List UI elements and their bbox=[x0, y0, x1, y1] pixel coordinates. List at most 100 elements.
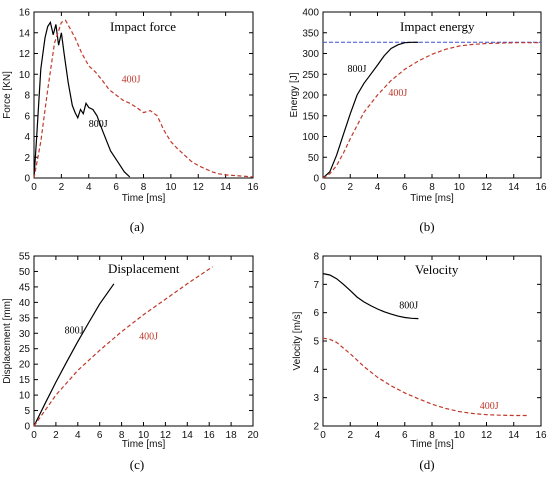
x-tick-label: 0 bbox=[31, 430, 37, 441]
y-tick-label: 4 bbox=[313, 365, 319, 376]
y-tick-label: 10 bbox=[19, 391, 31, 402]
x-tick-label: 2 bbox=[59, 182, 65, 193]
x-tick-label: 6 bbox=[113, 182, 119, 193]
x-tick-label: 10 bbox=[138, 430, 150, 441]
x-tick-label: 0 bbox=[31, 182, 37, 193]
panel-letter: (c) bbox=[130, 457, 144, 472]
x-tick-label: 14 bbox=[508, 182, 520, 193]
x-tick-label: 6 bbox=[402, 182, 408, 193]
y-tick-label: 6 bbox=[24, 111, 30, 122]
y-tick-label: 0 bbox=[313, 174, 319, 185]
y-tick-label: 7 bbox=[313, 280, 319, 291]
x-axis-label: Time [ms] bbox=[410, 439, 454, 450]
x-tick-label: 8 bbox=[429, 182, 435, 193]
y-tick-label: 2 bbox=[313, 422, 319, 433]
x-tick-label: 16 bbox=[535, 182, 547, 193]
y-tick-label: 25 bbox=[19, 344, 31, 355]
series-line-800j bbox=[33, 20, 131, 179]
y-tick-label: 0 bbox=[24, 174, 30, 185]
y-tick-label: 250 bbox=[302, 70, 319, 81]
y-tick-label: 150 bbox=[302, 111, 319, 122]
panel-letter: (b) bbox=[419, 219, 434, 234]
y-tick-label: 35 bbox=[19, 313, 31, 324]
y-tick-label: 5 bbox=[313, 337, 319, 348]
y-tick-label: 3 bbox=[313, 393, 319, 404]
y-tick-label: 14 bbox=[19, 28, 31, 39]
y-tick-label: 2 bbox=[24, 153, 30, 164]
x-tick-label: 0 bbox=[320, 182, 326, 193]
series-line-400j bbox=[33, 19, 254, 179]
x-tick-label: 4 bbox=[75, 430, 81, 441]
y-tick-label: 50 bbox=[308, 153, 320, 164]
series-label-800j: 800J bbox=[399, 300, 418, 311]
series-line-800j bbox=[33, 283, 115, 427]
chart-title: Velocity bbox=[415, 262, 459, 277]
x-tick-label: 14 bbox=[220, 182, 232, 193]
y-tick-label: 300 bbox=[302, 49, 319, 60]
plot-frame bbox=[322, 11, 542, 179]
panel-letter: (d) bbox=[419, 457, 434, 472]
series-line-800j bbox=[322, 41, 419, 179]
x-tick-label: 12 bbox=[481, 182, 493, 193]
series-label-800j: 800J bbox=[65, 325, 84, 336]
series-line-400j bbox=[322, 42, 541, 179]
x-tick-label: 14 bbox=[182, 430, 194, 441]
y-tick-label: 8 bbox=[24, 91, 30, 102]
y-tick-label: 8 bbox=[313, 252, 319, 263]
series-label-800j: 800J bbox=[348, 64, 367, 75]
y-tick-label: 55 bbox=[19, 252, 31, 263]
y-axis-label: Velocity [m/s] bbox=[292, 311, 303, 370]
x-tick-label: 16 bbox=[247, 182, 259, 193]
y-axis-label: Energy [J] bbox=[289, 72, 300, 117]
x-tick-label: 12 bbox=[481, 430, 493, 441]
x-tick-label: 2 bbox=[347, 182, 353, 193]
y-tick-label: 6 bbox=[313, 308, 319, 319]
y-tick-label: 40 bbox=[19, 298, 31, 309]
chart-panel-2: 0 2 4 6 8 10 12 14 16 0 50 100 150 200 250 300 350 400 Tim… bbox=[289, 8, 547, 235]
x-tick-label: 6 bbox=[97, 430, 103, 441]
y-tick-label: 16 bbox=[19, 8, 31, 19]
plot-frame bbox=[33, 11, 254, 179]
x-tick-label: 14 bbox=[508, 430, 520, 441]
chart-title: Impact force bbox=[110, 19, 176, 34]
y-tick-label: 12 bbox=[19, 49, 31, 60]
series-label-400j: 400J bbox=[388, 88, 407, 99]
y-tick-label: 5 bbox=[24, 406, 30, 417]
x-tick-label: 2 bbox=[53, 430, 59, 441]
chart-title: Impact energy bbox=[400, 19, 475, 34]
x-tick-label: 4 bbox=[86, 182, 92, 193]
x-axis-label: Time [ms] bbox=[122, 439, 166, 450]
x-tick-label: 20 bbox=[247, 430, 259, 441]
x-tick-label: 4 bbox=[375, 430, 381, 441]
x-tick-label: 16 bbox=[204, 430, 216, 441]
x-tick-label: 8 bbox=[429, 430, 435, 441]
series-label-400j: 400J bbox=[122, 75, 141, 86]
y-tick-label: 10 bbox=[19, 70, 31, 81]
y-axis-label: Displacement [mm] bbox=[2, 298, 13, 384]
x-tick-label: 8 bbox=[141, 182, 147, 193]
panel-letter: (a) bbox=[130, 219, 144, 234]
x-tick-label: 0 bbox=[320, 430, 326, 441]
y-tick-label: 4 bbox=[24, 132, 30, 143]
x-tick-label: 10 bbox=[165, 182, 177, 193]
y-tick-label: 50 bbox=[19, 267, 31, 278]
x-tick-label: 8 bbox=[119, 430, 125, 441]
series-label-400j: 400J bbox=[139, 331, 158, 342]
y-tick-label: 20 bbox=[19, 360, 31, 371]
y-tick-label: 400 bbox=[302, 8, 319, 19]
series-label-400j: 400J bbox=[480, 401, 499, 412]
y-tick-label: 350 bbox=[302, 28, 319, 39]
y-tick-label: 200 bbox=[302, 91, 319, 102]
x-tick-label: 10 bbox=[454, 430, 466, 441]
x-tick-label: 18 bbox=[226, 430, 238, 441]
plot-frame bbox=[322, 255, 542, 427]
chart-title: Displacement bbox=[108, 261, 180, 276]
x-tick-label: 12 bbox=[160, 430, 172, 441]
series-line-400j bbox=[33, 266, 213, 427]
series-line-400j bbox=[322, 337, 528, 417]
y-tick-label: 0 bbox=[24, 422, 30, 433]
x-tick-label: 10 bbox=[454, 182, 466, 193]
series-line-800j bbox=[322, 273, 419, 320]
